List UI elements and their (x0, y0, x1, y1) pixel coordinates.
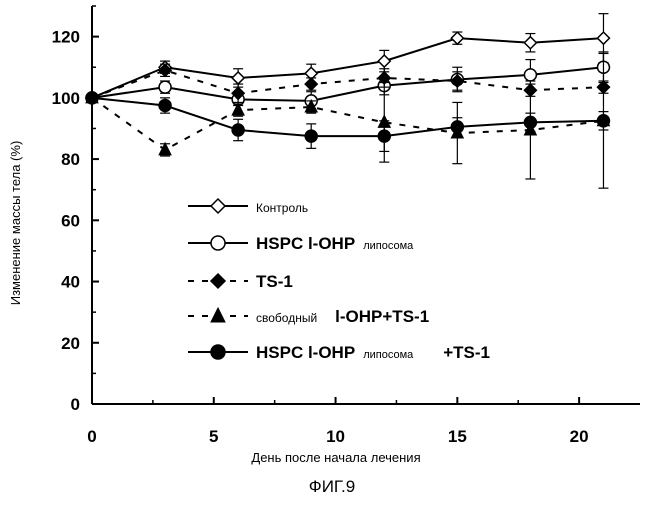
data-point (596, 31, 611, 46)
legend-marker (210, 235, 226, 251)
x-tick-label: 0 (87, 427, 96, 446)
x-tick-label: 15 (448, 427, 467, 446)
legend-entry-2: HSPC l-OHP липосома (188, 234, 414, 253)
data-point (85, 91, 99, 105)
series-3-line (91, 69, 604, 99)
series-1-line (91, 37, 604, 99)
data-point (523, 115, 538, 130)
series-4-line (91, 97, 604, 152)
y-tick-label: 0 (71, 395, 80, 414)
series-layer (84, 13, 611, 189)
legend-label: HSPC l-OHP (256, 343, 355, 362)
legend-label: l-OHP+TS-1 (335, 307, 429, 326)
legend: Контроль HSPC l-OHP липосома TS-1 свободный l… (188, 197, 490, 362)
y-tick-label: 80 (61, 150, 80, 169)
legend-entry-1: Контроль (188, 197, 308, 215)
data-point (231, 70, 246, 86)
data-point (231, 123, 245, 137)
data-point (523, 35, 538, 50)
data-point (377, 129, 392, 143)
y-tick-label: 120 (52, 28, 80, 47)
series-2-line (91, 66, 604, 102)
data-point (304, 129, 318, 143)
data-point (596, 114, 611, 128)
legend-label: липосома (363, 240, 414, 252)
x-tick-label: 5 (209, 427, 218, 446)
data-point (158, 141, 172, 156)
y-tick-label: 20 (61, 334, 80, 353)
legend-marker (209, 197, 227, 215)
y-tick-label: 40 (61, 273, 80, 292)
data-point (231, 86, 246, 101)
legend-label: свободный (256, 311, 317, 325)
x-axis-title: День после начала лечения (251, 450, 420, 465)
y-axis-title: Изменение массы тела (%) (8, 141, 23, 306)
legend-label: TS-1 (256, 272, 293, 291)
data-point (377, 54, 392, 69)
legend-label: +TS-1 (443, 343, 490, 362)
data-point (231, 101, 245, 116)
data-point (158, 98, 172, 113)
legend-label: HSPC l-OHP (256, 234, 355, 253)
legend-marker (210, 344, 226, 360)
legend-label: Контроль (256, 201, 308, 215)
series-5 (85, 91, 611, 153)
series-5-line (91, 96, 604, 138)
data-point (304, 77, 319, 92)
legend-entry-3: TS-1 (188, 272, 293, 291)
legend-entry-4: свободный l-OHP+TS-1 (188, 306, 429, 326)
data-point (450, 73, 465, 89)
data-point (523, 68, 538, 82)
x-tick-label: 20 (570, 427, 589, 446)
data-point (304, 98, 319, 113)
y-tick-label: 100 (52, 89, 80, 108)
y-tick-label: 60 (61, 211, 80, 230)
legend-marker (210, 306, 226, 323)
data-point (158, 63, 173, 78)
data-point (450, 31, 465, 46)
x-tick-label: 10 (326, 427, 345, 446)
legend-label: липосома (363, 349, 414, 361)
data-point (158, 80, 172, 94)
figure-caption: ФИГ.9 (309, 477, 355, 496)
legend-entry-5: HSPC l-OHP липосома +TS-1 (188, 343, 490, 362)
axes: 0 20 40 60 80 100 120 0 5 10 15 20 (52, 5, 640, 446)
data-point (450, 120, 465, 134)
legend-marker (209, 272, 227, 290)
